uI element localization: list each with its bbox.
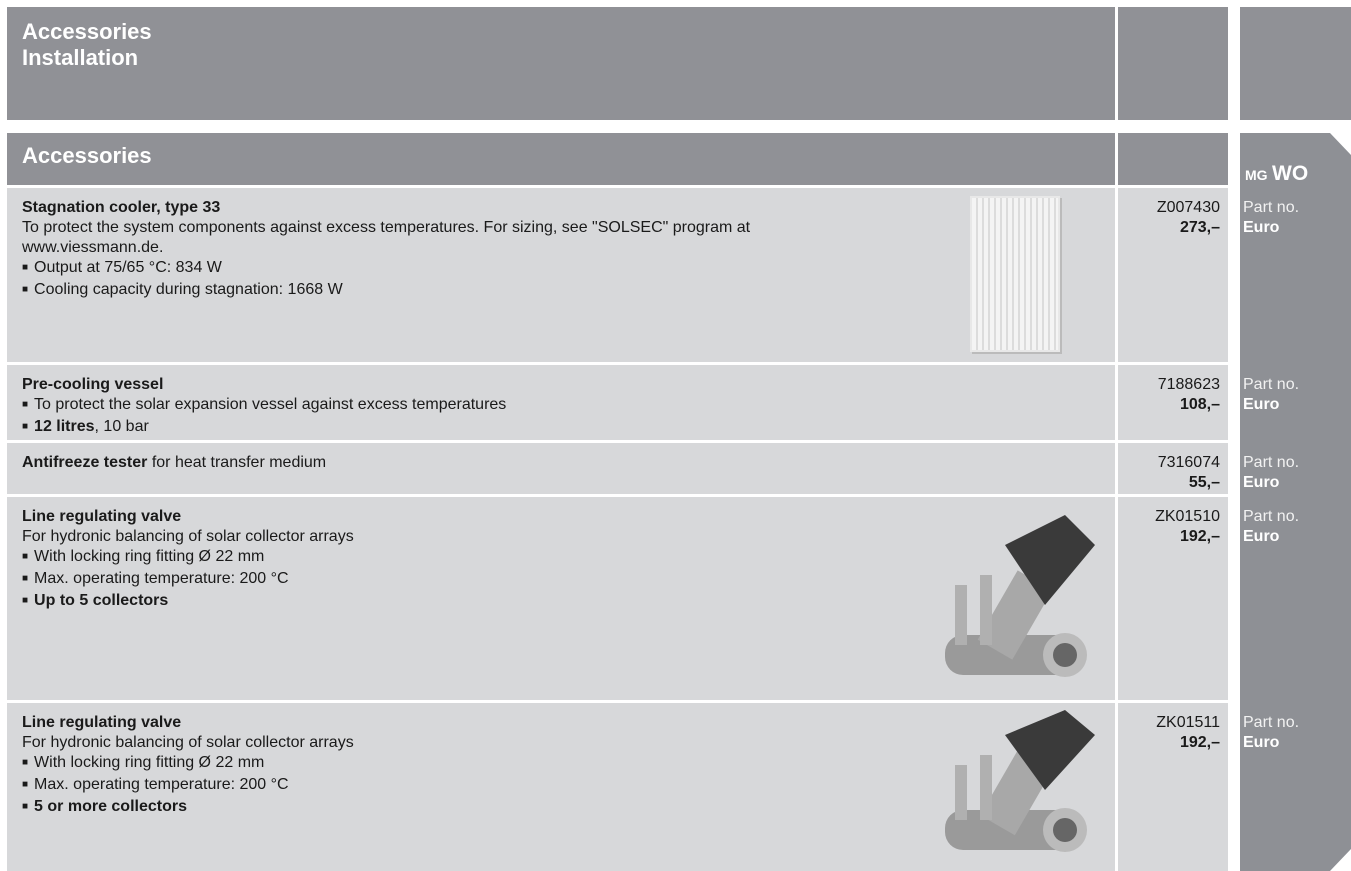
bullet-strong: 12 litres: [34, 418, 95, 435]
price: 192,–: [1179, 528, 1220, 545]
part-no: ZK01511: [1156, 714, 1220, 731]
bullet-text: Output at 75/65 °C: 834 W: [34, 259, 222, 276]
label-cell: Part no. Euro: [1243, 713, 1299, 753]
radiator-image: [970, 196, 1060, 352]
price-cell: 7316074 55,–: [1118, 443, 1228, 494]
item-title: Antifreeze tester for heat transfer medi…: [22, 453, 1100, 473]
bullet: Up to 5 collectors: [22, 591, 1100, 613]
bullet-text: With locking ring fitting Ø 22 mm: [34, 754, 265, 771]
item-row: Line regulating valve For hydronic balanc…: [7, 497, 1115, 700]
price: 192,–: [1179, 734, 1220, 751]
part-no: 7188623: [1157, 376, 1220, 393]
item-row: Stagnation cooler, type 33 To protect the…: [7, 188, 1115, 362]
bullet-text: Cooling capacity during stagnation: 1668…: [34, 281, 343, 298]
bullet-text: Max. operating temperature: 200 °C: [34, 570, 289, 587]
bullet-text: With locking ring fitting Ø 22 mm: [34, 548, 265, 565]
wo: WO: [1272, 162, 1309, 185]
price-cell: 7188623 108,–: [1118, 365, 1228, 440]
part-no-label: Part no.: [1243, 714, 1300, 731]
price-cell: Z007430 273,–: [1118, 188, 1228, 362]
bullet: To protect the solar expansion vessel ag…: [22, 395, 1100, 417]
part-no-label: Part no.: [1243, 199, 1300, 216]
item-row: Pre-cooling vessel To protect the solar e…: [7, 365, 1115, 440]
price: 55,–: [1188, 474, 1220, 491]
item-description: To protect the system components against…: [22, 219, 751, 256]
bullet-text: To protect the solar expansion vessel ag…: [34, 396, 507, 413]
bullet: 5 or more collectors: [22, 797, 1100, 819]
price-cell: ZK01511 192,–: [1118, 703, 1228, 871]
label-cell: Part no. Euro: [1243, 507, 1299, 547]
mg-wo: MG WO: [1245, 162, 1308, 186]
bullet: With locking ring fitting Ø 22 mm: [22, 753, 1100, 775]
item-name: Stagnation cooler, type 33: [22, 199, 221, 216]
bullet-strong: 5 or more collectors: [34, 798, 187, 815]
part-no-label: Part no.: [1243, 508, 1300, 525]
item-row: Antifreeze tester for heat transfer medi…: [7, 443, 1115, 494]
bullet: Max. operating temperature: 200 °C: [22, 569, 1100, 591]
item-name-rest: for heat transfer medium: [147, 454, 327, 471]
part-no-label: Part no.: [1243, 376, 1300, 393]
euro-label: Euro: [1243, 528, 1280, 545]
mg: MG: [1245, 167, 1268, 183]
price: 273,–: [1179, 219, 1220, 236]
euro-label: Euro: [1243, 734, 1280, 751]
item-title: Pre-cooling vessel: [22, 375, 1100, 395]
section-title: Accessories: [22, 143, 152, 168]
header-title: Accessories Installation: [7, 7, 1115, 83]
bullet-text: Max. operating temperature: 200 °C: [34, 776, 289, 793]
item-name: Line regulating valve: [22, 714, 182, 731]
section-band: Accessories: [7, 133, 1115, 185]
bullet-text: , 10 bar: [94, 418, 149, 435]
bullet: Max. operating temperature: 200 °C: [22, 775, 1100, 797]
side-column: [1240, 133, 1351, 871]
side-shape: [1240, 133, 1351, 871]
price: 108,–: [1179, 396, 1220, 413]
item-row: Line regulating valve For hydronic balanc…: [7, 703, 1115, 871]
item-title: Line regulating valve: [22, 507, 1100, 527]
part-no: Z007430: [1156, 199, 1220, 216]
item-description: For hydronic balancing of solar collecto…: [22, 734, 354, 751]
header-cell: [1118, 7, 1228, 120]
label-cell: Part no. Euro: [1243, 453, 1299, 493]
label-cell: Part no. Euro: [1243, 198, 1299, 238]
label-cell: Part no. Euro: [1243, 375, 1299, 415]
price-cell: ZK01510 192,–: [1118, 497, 1228, 700]
bullet-strong: Up to 5 collectors: [34, 592, 169, 609]
item-name: Line regulating valve: [22, 508, 182, 525]
bullet: Output at 75/65 °C: 834 W: [22, 258, 1100, 280]
item-title: Stagnation cooler, type 33: [22, 198, 1100, 218]
valve-image: [945, 515, 1095, 677]
header-line: Installation: [22, 45, 139, 70]
header-line: Accessories: [22, 19, 152, 44]
header-band: Accessories Installation: [7, 7, 1115, 120]
item-title: Line regulating valve: [22, 713, 1100, 733]
item-name: Pre-cooling vessel: [22, 376, 164, 393]
euro-label: Euro: [1243, 219, 1280, 236]
euro-label: Euro: [1243, 474, 1280, 491]
item-name: Antifreeze tester: [22, 454, 148, 471]
section-cell: [1118, 133, 1228, 185]
item-description: For hydronic balancing of solar collecto…: [22, 528, 354, 545]
part-no: 7316074: [1157, 454, 1220, 471]
euro-label: Euro: [1243, 396, 1280, 413]
part-no-label: Part no.: [1243, 454, 1300, 471]
bullet: Cooling capacity during stagnation: 1668…: [22, 280, 1100, 302]
bullet: 12 litres, 10 bar: [22, 417, 1100, 439]
bullet: With locking ring fitting Ø 22 mm: [22, 547, 1100, 569]
part-no: ZK01510: [1155, 508, 1220, 525]
header-cell: [1240, 7, 1351, 120]
valve-image: [945, 710, 1095, 852]
